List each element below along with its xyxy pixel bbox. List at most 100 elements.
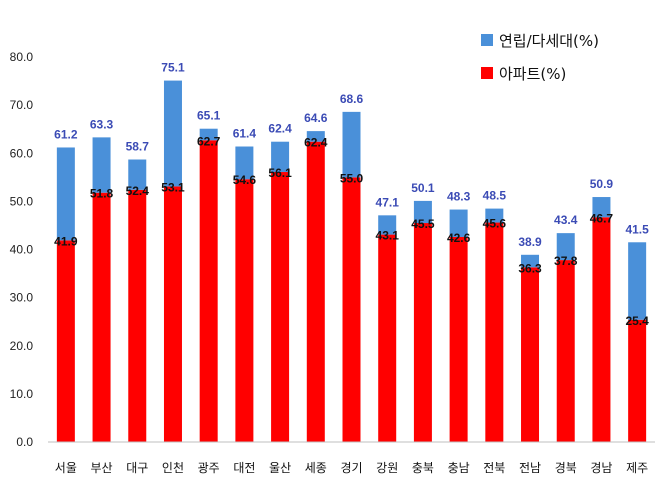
x-category-label: 제주: [626, 461, 648, 475]
total-value-label: 38.9: [518, 235, 542, 249]
bar-villa: [592, 197, 611, 218]
x-category-label: 대구: [126, 461, 148, 475]
total-value-label: 68.6: [340, 92, 364, 106]
apartment-value-label: 45.6: [483, 217, 507, 231]
total-value-label: 50.9: [590, 177, 614, 191]
x-category-label: 전북: [483, 461, 505, 475]
y-axis: 0.0 10.0 20.0 30.0 40.0 50.0 60.0 70.0 80.0: [10, 50, 34, 449]
apartment-value-label: 52.4: [126, 184, 150, 198]
bar-villa: [342, 111, 361, 178]
x-axis: 서울 부산 대구 인천 광주 대전 울산 세종 경기 강원 충북 충남 전북 전남 경북 경남 제주: [55, 460, 648, 475]
legend-swatch-villa: [481, 34, 493, 46]
bar-apartment: [485, 222, 504, 442]
bar-villa: [485, 208, 504, 223]
data-labels: 61.2 41.9 63.3 51.8 58.7 52.4 75.1 53.1 65.1 62.7…: [54, 61, 649, 328]
apartment-value-label: 55.0: [340, 171, 364, 185]
bar-villa: [628, 242, 647, 320]
x-category-label: 전남: [519, 461, 541, 475]
bar-villa: [449, 209, 468, 237]
total-value-label: 61.4: [233, 127, 257, 141]
y-tick-label: 20.0: [10, 339, 34, 353]
y-tick-label: 60.0: [10, 146, 34, 160]
x-category-label: 충북: [412, 461, 434, 475]
apartment-value-label: 62.7: [197, 134, 221, 148]
total-value-label: 58.7: [126, 140, 150, 154]
x-category-label: 강원: [376, 461, 398, 475]
bar-villa: [56, 147, 75, 241]
apartment-value-label: 45.5: [411, 217, 435, 231]
x-category-label: 대전: [233, 461, 255, 475]
legend-label-villa: 연립/다세대(%): [499, 32, 599, 50]
apartment-value-label: 37.8: [554, 254, 578, 268]
y-tick-label: 80.0: [10, 50, 34, 64]
legend-swatch-apt: [481, 67, 493, 79]
bar-apartment: [413, 223, 432, 442]
bar-villa: [128, 159, 147, 190]
x-category-label: 경북: [555, 461, 577, 475]
apartment-value-label: 41.9: [54, 234, 78, 248]
bar-villa: [556, 233, 575, 261]
total-value-label: 41.5: [625, 222, 649, 236]
x-category-label: 광주: [198, 461, 220, 475]
bar-apartment: [92, 192, 111, 442]
legend-label-apt: 아파트(%): [499, 65, 566, 83]
apartment-value-label: 56.1: [268, 166, 292, 180]
x-category-label: 인천: [162, 460, 184, 475]
apartment-value-label: 51.8: [90, 187, 114, 201]
x-category-label: 경남: [590, 461, 612, 475]
x-category-label: 부산: [91, 461, 113, 475]
total-value-label: 63.3: [90, 117, 114, 131]
bar-apartment: [271, 172, 290, 443]
x-category-label: 세종: [305, 461, 327, 475]
y-tick-label: 70.0: [10, 98, 34, 112]
bar-apartment: [342, 177, 361, 442]
apartment-value-label: 43.1: [376, 229, 400, 243]
bar-villa: [306, 131, 325, 142]
apartment-value-label: 62.4: [304, 136, 328, 150]
bar-villa: [521, 254, 540, 268]
bar-apartment: [378, 234, 397, 442]
total-value-label: 47.1: [376, 195, 400, 209]
apartment-value-label: 54.6: [233, 173, 257, 187]
apartment-value-label: 42.6: [447, 231, 471, 245]
y-tick-label: 0.0: [16, 435, 33, 449]
total-value-label: 75.1: [161, 61, 185, 75]
total-value-label: 48.5: [483, 189, 507, 203]
bar-apartment: [56, 240, 75, 442]
bar-apartment: [521, 267, 540, 442]
bar-apartment: [235, 179, 254, 443]
bar-villa: [235, 146, 254, 180]
bar-villa: [199, 128, 218, 141]
total-value-label: 48.3: [447, 190, 471, 204]
total-value-label: 62.4: [268, 122, 292, 136]
x-category-label: 울산: [269, 461, 291, 475]
total-value-label: 43.4: [554, 213, 578, 227]
apartment-value-label: 25.4: [625, 314, 649, 328]
legend: 연립/다세대(%) 아파트(%): [481, 32, 599, 83]
bar-villa: [378, 215, 397, 235]
bar-apartment: [128, 189, 147, 442]
bar-apartment: [306, 141, 325, 442]
x-category-label: 서울: [55, 461, 77, 475]
bar-villa: [271, 141, 290, 173]
apartment-value-label: 36.3: [518, 261, 542, 275]
x-category-label: 충남: [448, 461, 470, 475]
y-tick-label: 50.0: [10, 194, 34, 208]
x-category-label: 경기: [340, 461, 362, 475]
apartment-value-label: 46.7: [590, 211, 614, 225]
total-value-label: 65.1: [197, 109, 221, 123]
y-tick-label: 30.0: [10, 291, 34, 305]
bar-apartment: [556, 260, 575, 442]
y-tick-label: 10.0: [10, 387, 34, 401]
bar-villa: [163, 80, 182, 187]
bar-apartment: [592, 217, 611, 442]
total-value-label: 64.6: [304, 111, 328, 125]
y-tick-label: 40.0: [10, 243, 34, 257]
total-value-label: 50.1: [411, 181, 435, 195]
total-value-label: 61.2: [54, 127, 78, 141]
bar-apartment: [628, 319, 647, 442]
bar-apartment: [449, 236, 468, 442]
bar-villa: [413, 200, 432, 224]
bar-villa: [92, 137, 111, 193]
